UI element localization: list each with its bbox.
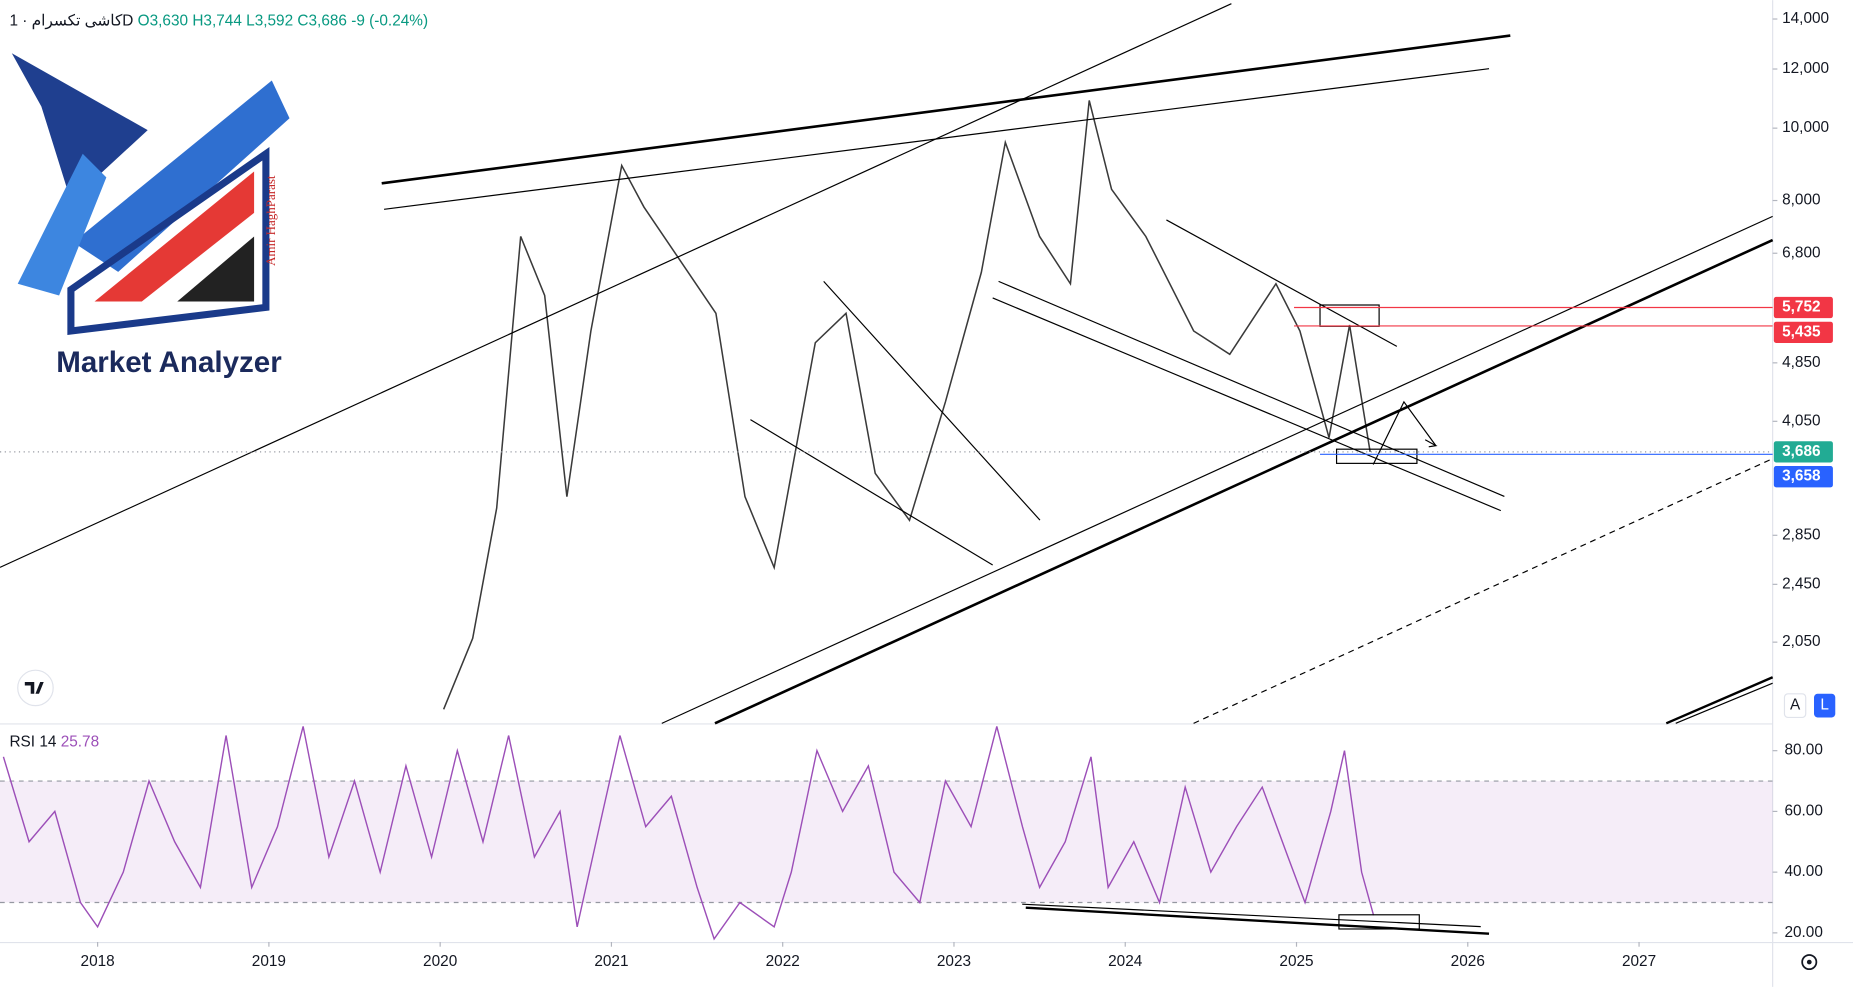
y-tick-label: 10,000 xyxy=(1782,119,1829,136)
log-label: L xyxy=(1820,697,1829,714)
y-tick-label: 4,050 xyxy=(1782,412,1820,429)
x-tick-label: 2021 xyxy=(594,953,628,970)
level-label: 3,658 xyxy=(1782,468,1821,485)
x-tick-label: 2018 xyxy=(81,953,115,970)
y-tick-label: 8,000 xyxy=(1782,192,1820,209)
rsi-name: RSI 14 xyxy=(9,733,56,750)
header: کاشی تکسرام · 1D O3,630 H3,744 L3,592 C3… xyxy=(9,12,428,29)
level-label-box xyxy=(1773,466,1833,488)
x-tick-label: 2025 xyxy=(1279,953,1313,970)
rsi-header: RSI 14 25.78 xyxy=(9,733,99,750)
x-tick-label: 2022 xyxy=(766,953,800,970)
price-line xyxy=(442,100,1371,710)
settings-button[interactable] xyxy=(1801,954,1818,971)
level-label-box xyxy=(1773,321,1833,343)
level-label: 3,686 xyxy=(1782,443,1820,460)
high: H3,744 xyxy=(192,12,242,29)
y-tick-label: 12,000 xyxy=(1782,60,1829,77)
change: -9 (-0.24%) xyxy=(351,12,428,29)
logo-brand: Market Analyzer xyxy=(56,346,282,379)
auto-button[interactable] xyxy=(1783,693,1807,719)
tv-logo-mark xyxy=(24,681,44,694)
y-tick-label: 80.00 xyxy=(1784,742,1822,759)
rsi-line xyxy=(2,726,1375,941)
y-tick-label: 60.00 xyxy=(1784,802,1822,819)
y-tick-label: 2,450 xyxy=(1782,575,1820,592)
level-label: 5,752 xyxy=(1782,299,1820,316)
x-tick-label: 2026 xyxy=(1451,953,1485,970)
y-tick-label: 40.00 xyxy=(1784,863,1822,880)
y-tick-label: 20.00 xyxy=(1784,924,1822,941)
x-tick-label: 2020 xyxy=(423,953,457,970)
y-tick-label: 4,850 xyxy=(1782,354,1820,371)
tv-logo[interactable] xyxy=(17,669,54,707)
y-tick-label: 2,050 xyxy=(1782,633,1820,650)
x-tick-label: 2027 xyxy=(1622,953,1656,970)
level-label: 5,435 xyxy=(1782,323,1821,340)
close: C3,686 xyxy=(297,12,347,29)
x-tick-label: 2023 xyxy=(937,953,971,970)
drawings xyxy=(0,3,1774,935)
y-tick-label: 2,850 xyxy=(1782,526,1820,543)
settings-dot xyxy=(1806,959,1812,965)
open: O3,630 xyxy=(138,12,188,29)
y-tick-label: 14,000 xyxy=(1782,10,1829,27)
symbol-title: کاشی تکسرام · 1D xyxy=(9,12,133,29)
low: L3,592 xyxy=(246,12,293,29)
logo-author: Amir HaghParast xyxy=(263,175,278,266)
x-tick-label: 2019 xyxy=(252,953,286,970)
auto-label: A xyxy=(1790,697,1801,714)
rsi-value: 25.78 xyxy=(61,733,99,750)
log-button[interactable] xyxy=(1814,693,1836,718)
x-tick-label: 2024 xyxy=(1108,953,1143,970)
level-label-box xyxy=(1773,441,1833,463)
y-tick-label: 6,800 xyxy=(1782,244,1820,261)
level-label-box xyxy=(1773,296,1833,319)
